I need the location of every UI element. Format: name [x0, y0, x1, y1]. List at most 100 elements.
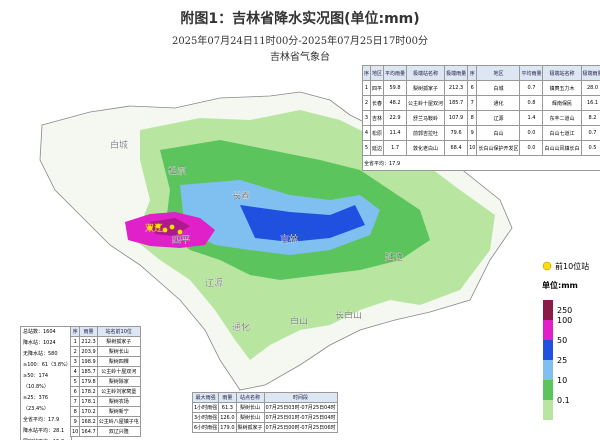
cell: 吉林 — [370, 110, 385, 126]
cell: 22.9 — [383, 110, 408, 126]
legend-level: 100 — [557, 316, 572, 325]
cell: 203.9 — [79, 346, 98, 357]
cell: 185.7 — [79, 366, 98, 377]
header-cell: 序 — [361, 65, 372, 81]
row: 9 168.2 公主岭八屋镇子屯 — [69, 416, 141, 427]
map-label: 双辽 — [145, 223, 163, 234]
cell: 白山 — [476, 125, 521, 141]
header-cell: 极端雨量 — [580, 65, 600, 81]
legend-level: 50 — [557, 336, 567, 345]
cell: 59.8 — [383, 80, 408, 96]
top10-stations — [147, 223, 183, 235]
map-label: 长春 — [232, 190, 250, 202]
map-label: 白城 — [110, 139, 128, 151]
header-cell: 雨量 — [79, 326, 98, 337]
row: 3 吉林 22.9 舒兰马鞍岭 107.9 8 辽源 1.4 东丰二道山 8.2 — [361, 110, 600, 126]
cell: 梨树农场 — [96, 396, 141, 407]
row: 2 长春 48.2 公主岭十屋双河 185.7 7 通化 0.8 辉南保民 16.1 — [361, 95, 600, 111]
map-label: 长白山 — [335, 309, 362, 321]
cell: 0.8 — [519, 95, 544, 111]
cell: 68.4 — [444, 140, 469, 156]
cell: 镇赉五力木 — [542, 80, 582, 96]
legend-level: 25 — [557, 356, 567, 365]
cell: 3小时雨强 — [191, 412, 220, 423]
legend-marker-label: 前10位站 — [555, 261, 589, 271]
cell: 梨树孤家子 — [96, 336, 141, 347]
stat: 降水站平均：28.1 — [23, 428, 65, 434]
cell: 8.2 — [580, 110, 600, 126]
cell: 敦化老白山 — [406, 140, 446, 156]
cell: 0.0 — [519, 125, 544, 141]
cell: 3 — [361, 110, 372, 126]
cell: 东丰二道山 — [542, 110, 582, 126]
cell: 1.7 — [383, 140, 408, 156]
cell: 212.3 — [444, 80, 469, 96]
map-label: 松原 — [168, 165, 186, 177]
stat: ≥50：174（10.8%） — [23, 373, 49, 390]
title: 附图1：吉林省降水实况图(单位:mm) — [180, 11, 420, 27]
legend-level: 0.1 — [557, 396, 570, 405]
cell: 双辽兴隆 — [96, 426, 141, 437]
map-label: 通化 — [232, 321, 250, 333]
row: 6小时雨强 179.0 梨树孤家子 07月25日00时-07月25日06时 — [191, 422, 338, 433]
cell: 28.0 — [580, 80, 600, 96]
header-row: 序地区平均雨量极端站名称极端雨量序地区平均雨量极端站名称极端雨量 — [361, 65, 600, 81]
cell: 辽源 — [476, 110, 521, 126]
header-cell: 最大雨强 — [191, 392, 220, 403]
cell: 前郭吉拉吐 — [406, 125, 446, 141]
stat: ≥25：376（23.4%） — [23, 395, 49, 412]
cell: 178.2 — [79, 386, 98, 397]
stats: 总站数：1604 降水站：1024 无降水站：580 ≥100：61（3.8%） ≥50… — [20, 326, 72, 440]
cell: 9 — [467, 125, 478, 141]
cell: 7 — [467, 95, 478, 111]
stat: 总站数：1604 — [23, 329, 56, 335]
cell: 4 — [361, 125, 372, 141]
footer: 全省平均：17.9 — [362, 155, 600, 171]
map-label: 延边 — [385, 251, 403, 263]
row: 4 185.7 公主岭十屋双河 — [69, 366, 141, 377]
cell: 48.2 — [383, 95, 408, 111]
legend-swatch — [543, 340, 553, 360]
cell: 通化 — [476, 95, 521, 111]
cell: 79.6 — [444, 125, 469, 141]
row: 3小时雨强 126.0 梨树长山 07月25日01时-07月25日04时 — [191, 412, 338, 423]
cell: 164.7 — [79, 426, 98, 437]
cell: 168.2 — [79, 416, 98, 427]
cell: 6小时雨强 — [191, 422, 220, 433]
header-cell: 平均雨量 — [519, 65, 544, 81]
cell: 178.1 — [79, 396, 98, 407]
row: 5 179.8 梨树除家 — [69, 376, 141, 387]
cell: 公主岭十屋双河 — [96, 366, 141, 377]
row: 1 212.3 梨树孤家子 — [69, 336, 141, 347]
rain-100 — [240, 205, 365, 242]
cell: 梨树孤家子 — [235, 422, 265, 433]
cell: 16.1 — [580, 95, 600, 111]
cell: 126.0 — [218, 412, 237, 423]
cell: 107.9 — [444, 110, 469, 126]
row: 2 203.9 梨树长山 — [69, 346, 141, 357]
cell: 0.5 — [580, 140, 600, 156]
cell: 07月25日03时-07月25日04时 — [263, 402, 338, 413]
top10-table: 序雨量 站名前10位 1 212.3 梨树孤家子 2 203.9 梨树长山 3 198.9 梨树四棵… — [69, 326, 141, 437]
cell: 白山山风镇长白 — [542, 140, 582, 156]
cell: 白山七道江 — [542, 125, 582, 141]
cell: 10 — [69, 426, 81, 437]
header-row: 最大雨强 雨量 站点名称 时间段 — [191, 392, 338, 403]
cell: 公主岭十屋双河 — [406, 95, 446, 111]
map-label: 吉林 — [280, 233, 298, 245]
legend-swatch — [543, 360, 553, 380]
cell: 6 — [467, 80, 478, 96]
subtitle: 2025年07月24日11时00分-2025年07月25日17时00分 — [171, 36, 429, 47]
cell: 5 — [361, 140, 372, 156]
row: 8 170.2 梨树新宁 — [69, 406, 141, 417]
header-cell: 平均雨量 — [383, 65, 408, 81]
legend-swatch — [543, 380, 553, 400]
cell: 梨树孤家子 — [406, 80, 446, 96]
cell: 212.3 — [79, 336, 98, 347]
cell: 61.3 — [218, 402, 237, 413]
header-row: 序雨量 站名前10位 — [69, 326, 141, 337]
header-cell: 地区 — [476, 65, 521, 81]
cell: 梨树除家 — [96, 376, 141, 387]
header-cell: 雨量 — [218, 392, 237, 403]
agency: 吉林省气象台 — [270, 52, 330, 63]
